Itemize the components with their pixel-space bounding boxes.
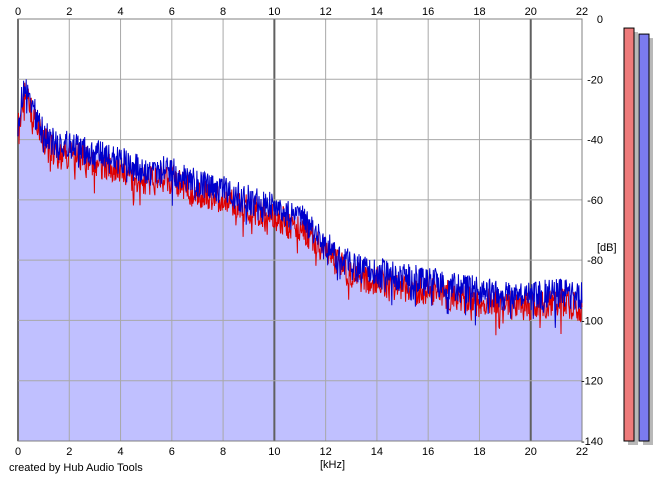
x-tick-label: 0 xyxy=(15,446,21,458)
x-tick-label: 8 xyxy=(220,446,226,458)
x-tick-label: 18 xyxy=(473,446,485,458)
series-layer xyxy=(17,79,583,336)
x-ticks-bottom: 0 2 4 6 8 10 12 14 16 18 20 22 xyxy=(15,446,588,458)
y-tick-label: -40 xyxy=(587,135,603,147)
y-tick-label: 0 xyxy=(597,14,603,26)
x-tick-label: 10 xyxy=(268,6,280,18)
x-tick-label: 22 xyxy=(576,446,588,458)
y-tick-label: -20 xyxy=(587,74,603,86)
x-tick-label: 14 xyxy=(371,446,383,458)
x-tick-label: 16 xyxy=(422,446,434,458)
y-tick-label: -120 xyxy=(581,376,603,388)
series-line xyxy=(17,79,583,328)
x-ticks-top: 0 2 4 6 8 10 12 14 16 18 20 22 xyxy=(15,6,588,18)
x-tick-label: 4 xyxy=(117,446,123,458)
x-tick-label: 6 xyxy=(169,6,175,18)
y-unit-label: [dB] xyxy=(597,242,617,254)
x-tick-label: 4 xyxy=(117,6,123,18)
x-tick-label: 2 xyxy=(66,6,72,18)
x-tick-label: 22 xyxy=(576,6,588,18)
x-tick-label: 18 xyxy=(473,6,485,18)
y-tick-label: -140 xyxy=(581,436,603,448)
level-meters xyxy=(623,27,653,446)
x-tick-label: 12 xyxy=(320,6,332,18)
y-tick-label: -60 xyxy=(587,195,603,207)
x-tick-label: 8 xyxy=(220,6,226,18)
x-tick-label: 20 xyxy=(525,6,537,18)
x-tick-label: 14 xyxy=(371,6,383,18)
x-unit-label: [kHz] xyxy=(320,459,345,471)
level-meter xyxy=(638,33,650,442)
x-tick-label: 2 xyxy=(66,446,72,458)
y-ticks: 0 -20 -40 -60 -80 -100 -120 -140 xyxy=(581,14,603,448)
x-tick-label: 16 xyxy=(422,6,434,18)
x-tick-label: 0 xyxy=(15,6,21,18)
plot-border xyxy=(17,18,583,442)
x-tick-label: 6 xyxy=(169,446,175,458)
x-tick-label: 12 xyxy=(320,446,332,458)
level-meter xyxy=(623,27,635,442)
y-tick-label: -80 xyxy=(587,255,603,267)
x-tick-label: 20 xyxy=(525,446,537,458)
grid xyxy=(17,18,583,442)
credit-text: created by Hub Audio Tools xyxy=(9,462,143,474)
y-tick-label: -100 xyxy=(581,315,603,327)
x-tick-label: 10 xyxy=(268,446,280,458)
